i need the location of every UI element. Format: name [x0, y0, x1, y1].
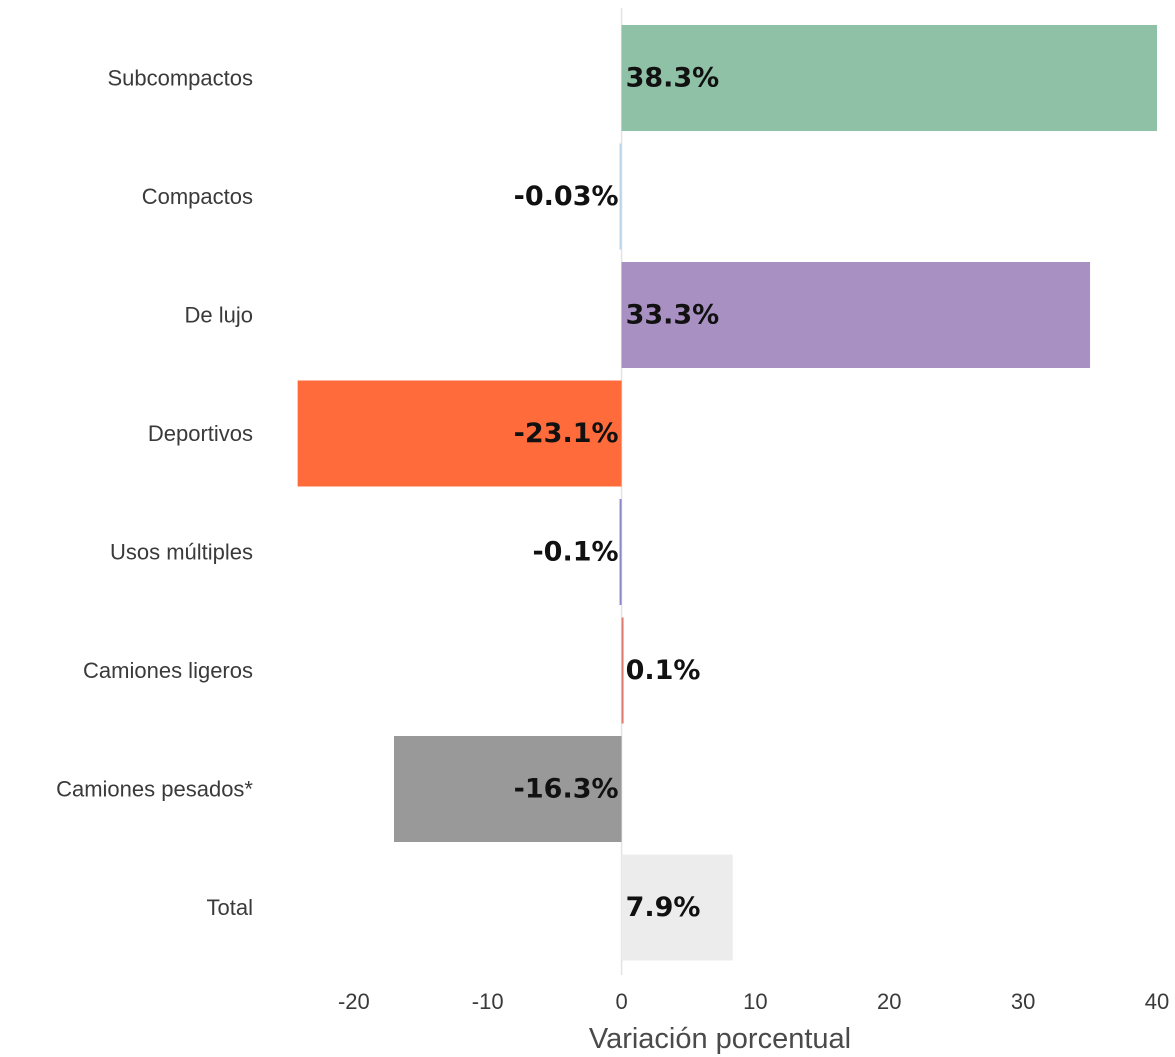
data-label-1: -0.03% [514, 181, 619, 212]
category-label-2: De lujo [185, 303, 253, 328]
bars-group [297, 25, 1157, 961]
data-label-2: 33.3% [626, 300, 720, 331]
x-axis-title: Variación porcentual [589, 1023, 851, 1055]
category-label-4: Usos múltiples [110, 540, 253, 565]
category-label-6: Camiones pesados* [56, 777, 253, 802]
data-labels-group: 38.3% -0.03% 33.3% -23.1% -0.1% 0.1% -16.3% 7.9… [514, 63, 720, 924]
x-tick-labels-group: -20 -10 0 10 20 30 40 [338, 989, 1169, 1014]
bar-5 [621, 617, 624, 724]
data-label-4: -0.1% [532, 537, 618, 568]
bar-4 [619, 499, 622, 605]
bar-7 [621, 854, 733, 961]
x-tick-label-6: 40 [1145, 989, 1169, 1014]
x-tick-label-1: -10 [472, 989, 504, 1014]
bar-3 [297, 380, 622, 487]
data-label-6: -16.3% [514, 774, 619, 805]
data-label-0: 38.3% [626, 63, 720, 94]
x-tick-label-4: 20 [877, 989, 901, 1014]
data-label-3: -23.1% [514, 418, 619, 449]
x-tick-label-2: 0 [615, 989, 627, 1014]
category-label-5: Camiones ligeros [83, 658, 253, 683]
x-tick-label-3: 10 [743, 989, 767, 1014]
bar-1 [619, 143, 622, 250]
category-label-7: Total [207, 895, 253, 920]
bar-0 [621, 25, 1157, 131]
category-label-0: Subcompactos [107, 66, 253, 91]
x-tick-label-0: -20 [338, 989, 370, 1014]
category-label-3: Deportivos [148, 421, 253, 446]
bar-6 [394, 736, 622, 842]
category-label-1: Compactos [142, 184, 253, 209]
data-label-7: 7.9% [626, 892, 701, 923]
data-label-5: 0.1% [626, 655, 701, 686]
bar-2 [621, 262, 1091, 368]
category-labels-group: Subcompactos Compactos De lujo Deportivos Us… [56, 66, 253, 921]
x-tick-label-5: 30 [1011, 989, 1035, 1014]
